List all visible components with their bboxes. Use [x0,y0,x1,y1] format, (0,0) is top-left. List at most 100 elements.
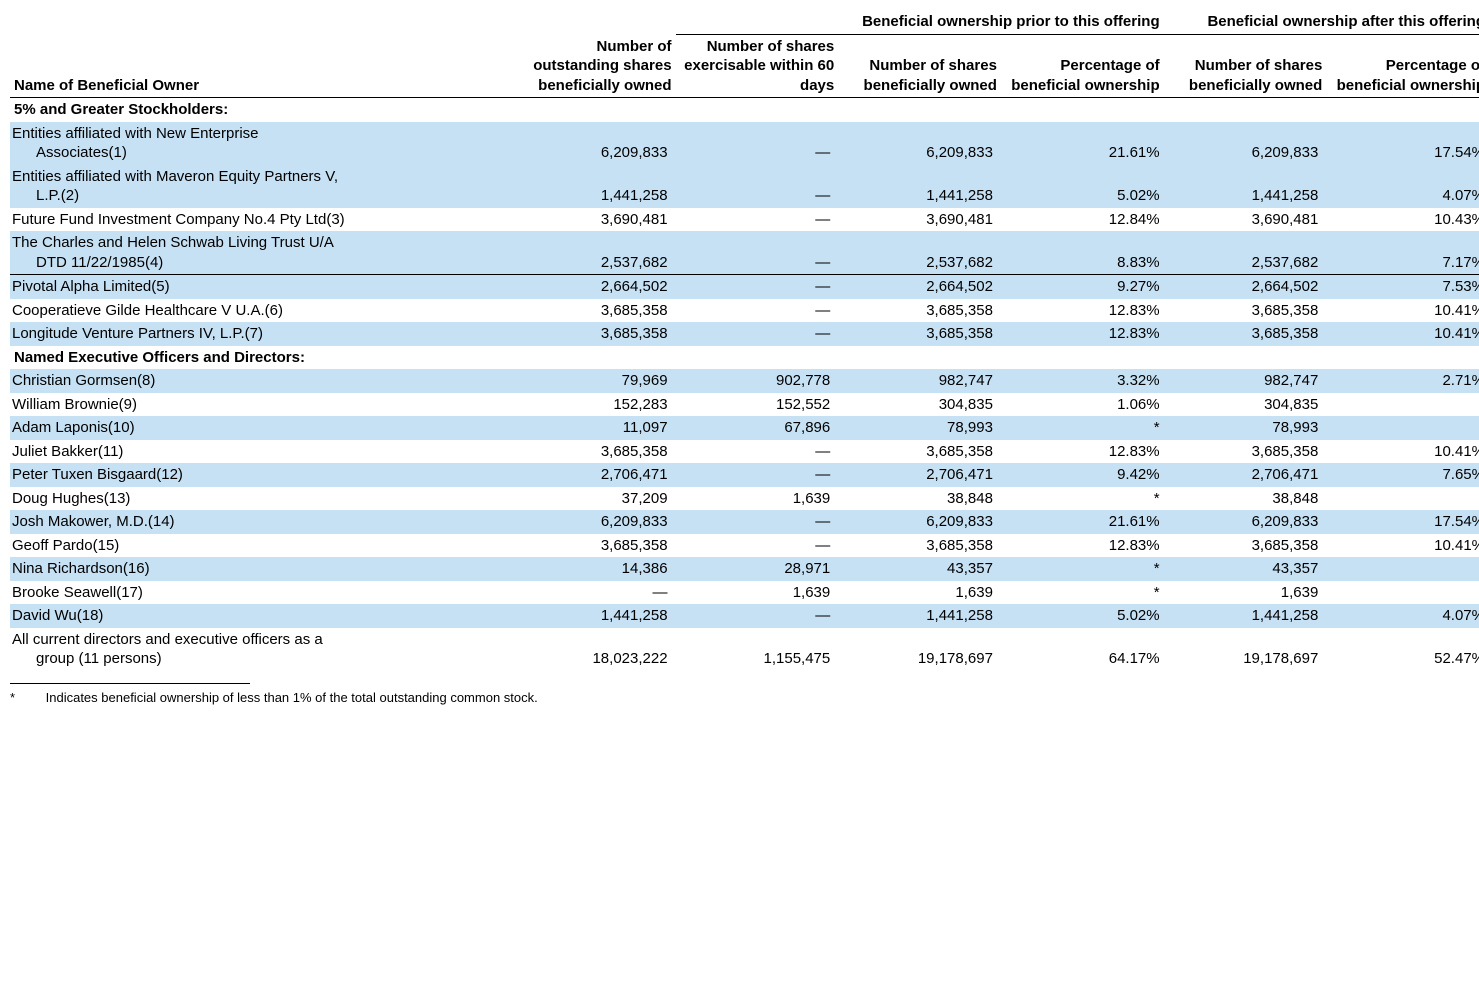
cell: 1,441,258 [513,604,676,628]
cell: 304,835 [1164,393,1327,417]
cell: 12.83% [1001,299,1164,323]
cell: 2,537,682 [838,231,1001,275]
cell: 3,685,358 [513,322,676,346]
owner-name: Brooke Seawell(17) [10,581,513,605]
cell: — [676,604,839,628]
table-row: Juliet Bakker(11)3,685,358—3,685,35812.8… [10,440,1479,464]
owner-name: Pivotal Alpha Limited(5) [10,275,513,299]
cell: 1,441,258 [513,165,676,208]
cell: 6,209,833 [1164,510,1327,534]
cell: — [676,534,839,558]
cell: — [676,299,839,323]
cell: * [1001,416,1164,440]
owner-name: Doug Hughes(13) [10,487,513,511]
cell: * [1326,557,1479,581]
cell: 304,835 [838,393,1001,417]
cell: 12.83% [1001,534,1164,558]
table-row: Pivotal Alpha Limited(5)2,664,502—2,664,… [10,275,1479,299]
owner-name: Entities affiliated with New EnterpriseA… [10,122,513,165]
cell: 902,778 [676,369,839,393]
cell: 18,023,222 [513,628,676,671]
owner-name: Peter Tuxen Bisgaard(12) [10,463,513,487]
cell: 19,178,697 [1164,628,1327,671]
cell: 1,639 [838,581,1001,605]
cell: 982,747 [1164,369,1327,393]
cell: — [676,208,839,232]
cell: — [676,463,839,487]
owner-name: The Charles and Helen Schwab Living Trus… [10,231,513,275]
table-row: The Charles and Helen Schwab Living Trus… [10,231,1479,275]
cell: 4.07% [1326,604,1479,628]
cell: 3,685,358 [1164,440,1327,464]
cell: 1.06% [1001,393,1164,417]
cell: 8.83% [1001,231,1164,275]
table-row: Entities affiliated with Maveron Equity … [10,165,1479,208]
cell: 6,209,833 [513,510,676,534]
table-row: Cooperatieve Gilde Healthcare V U.A.(6)3… [10,299,1479,323]
cell: 3,685,358 [1164,299,1327,323]
owner-name: All current directors and executive offi… [10,628,513,671]
cell: 17.54% [1326,510,1479,534]
cell: 3,685,358 [838,299,1001,323]
cell: * [1326,487,1479,511]
cell: 152,283 [513,393,676,417]
cell: 1,639 [676,581,839,605]
cell: 12.84% [1001,208,1164,232]
table-row: Longitude Venture Partners IV, L.P.(7)3,… [10,322,1479,346]
table-row: Brooke Seawell(17)—1,6391,639*1,639* [10,581,1479,605]
cell: 2.71% [1326,369,1479,393]
cell: 7.53% [1326,275,1479,299]
owner-name: Adam Laponis(10) [10,416,513,440]
cell: * [1326,393,1479,417]
cell: 3,685,358 [513,299,676,323]
cell: 3,690,481 [1164,208,1327,232]
footnote-text: Indicates beneficial ownership of less t… [46,690,538,705]
cell: 3.32% [1001,369,1164,393]
cell: * [1001,487,1164,511]
table-row: Nina Richardson(16)14,38628,97143,357*43… [10,557,1479,581]
table-row: All current directors and executive offi… [10,628,1479,671]
cell: 11,097 [513,416,676,440]
cell: * [1001,557,1164,581]
cell: 2,537,682 [1164,231,1327,275]
cell: 3,685,358 [838,534,1001,558]
owner-name: Josh Makower, M.D.(14) [10,510,513,534]
cell: 3,685,358 [838,322,1001,346]
cell: 38,848 [838,487,1001,511]
cell: 2,706,471 [1164,463,1327,487]
cell: — [676,275,839,299]
cell: 67,896 [676,416,839,440]
cell: * [1326,416,1479,440]
cell: 5.02% [1001,165,1164,208]
header-group-after: Beneficial ownership after this offering [1164,10,1479,34]
section-title: 5% and Greater Stockholders: [10,98,1479,122]
cell: 1,441,258 [1164,165,1327,208]
cell: 37,209 [513,487,676,511]
col-header: Number of shares beneficially owned [838,34,1001,98]
cell: 2,664,502 [513,275,676,299]
cell: 7.65% [1326,463,1479,487]
cell: 14,386 [513,557,676,581]
cell: 6,209,833 [1164,122,1327,165]
cell: 1,639 [676,487,839,511]
header-group-prior: Beneficial ownership prior to this offer… [676,10,1164,34]
table-row: Future Fund Investment Company No.4 Pty … [10,208,1479,232]
cell: 38,848 [1164,487,1327,511]
cell: — [513,581,676,605]
cell: 5.02% [1001,604,1164,628]
cell: 1,441,258 [1164,604,1327,628]
cell: 12.83% [1001,440,1164,464]
table-row: Entities affiliated with New EnterpriseA… [10,122,1479,165]
cell: 10.41% [1326,322,1479,346]
cell: — [676,440,839,464]
cell: 3,685,358 [838,440,1001,464]
table-row: Josh Makower, M.D.(14)6,209,833—6,209,83… [10,510,1479,534]
table-row: Peter Tuxen Bisgaard(12)2,706,471—2,706,… [10,463,1479,487]
row-label-header: Name of Beneficial Owner [10,34,513,98]
cell: 9.27% [1001,275,1164,299]
cell: 6,209,833 [838,510,1001,534]
cell: 152,552 [676,393,839,417]
section-title: Named Executive Officers and Directors: [10,346,1479,370]
cell: 7.17% [1326,231,1479,275]
col-header: Percentage of beneficial ownership [1001,34,1164,98]
